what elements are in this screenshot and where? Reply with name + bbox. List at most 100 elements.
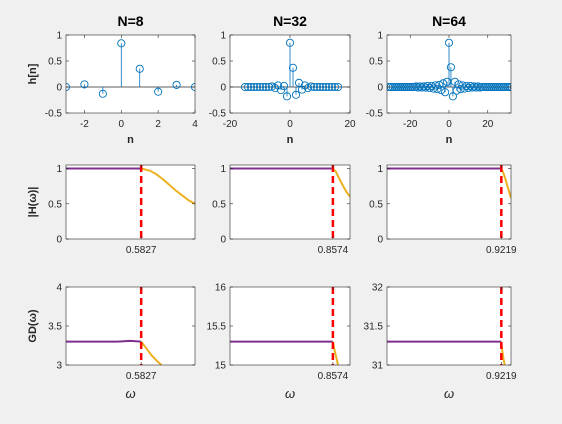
stem-marker bbox=[321, 82, 331, 92]
stem-marker bbox=[279, 81, 289, 91]
subplot-title: N=8 bbox=[117, 13, 143, 29]
plot-area bbox=[387, 38, 511, 101]
plot-area bbox=[387, 165, 511, 239]
stem-marker bbox=[400, 82, 409, 92]
x-tick-label: -2 bbox=[80, 119, 89, 130]
stem-marker bbox=[392, 82, 401, 92]
x-tick-label: 20 bbox=[344, 119, 356, 130]
x-axis-label: n bbox=[446, 134, 453, 146]
stem-marker bbox=[406, 82, 415, 92]
subplot-2-1: 0.5827 0 0.5 1 |H(ω)| bbox=[27, 164, 196, 256]
y-tick-label: 1 bbox=[220, 164, 226, 175]
y-tick-label: 0 bbox=[56, 83, 62, 94]
y-tick-label: 15 bbox=[215, 361, 227, 372]
stem-marker bbox=[444, 38, 454, 47]
stem-marker bbox=[282, 92, 292, 101]
stem-marker bbox=[487, 82, 496, 92]
y-tick-label: 1 bbox=[377, 31, 383, 42]
axes-background bbox=[230, 287, 350, 365]
stem-marker bbox=[240, 82, 250, 92]
stem-marker bbox=[288, 63, 298, 72]
x-tick-label: 0.8574 bbox=[318, 371, 349, 382]
stem-marker bbox=[489, 82, 498, 92]
y-tick-label: 0 bbox=[220, 235, 226, 246]
stem-marker bbox=[466, 81, 475, 91]
stem-marker bbox=[483, 82, 492, 92]
stem-marker bbox=[333, 82, 343, 92]
subplot-3-2: 0.8574 15 15.5 16 ω bbox=[207, 283, 351, 401]
axes-box bbox=[229, 164, 351, 240]
plot-area bbox=[66, 39, 195, 98]
y-tick-label: 3.5 bbox=[48, 322, 62, 333]
y-tick-label: 31.5 bbox=[364, 322, 384, 333]
stem-marker bbox=[454, 80, 463, 89]
stem-marker bbox=[330, 82, 340, 92]
stem-marker bbox=[481, 82, 490, 92]
x-tick-label: 4 bbox=[192, 119, 198, 130]
x-axis-label: n bbox=[127, 134, 134, 146]
y-tick-label: 0 bbox=[377, 83, 383, 94]
x-tick-label: -20 bbox=[223, 119, 238, 130]
x-axis-label: ω bbox=[125, 386, 135, 401]
x-axis-label: n bbox=[287, 134, 294, 146]
stem-marker bbox=[276, 86, 286, 95]
stem-marker bbox=[474, 82, 483, 91]
stem-marker bbox=[315, 82, 325, 92]
subplot-title: N=32 bbox=[273, 13, 307, 29]
stem-marker bbox=[249, 82, 259, 92]
transition-line bbox=[140, 340, 163, 365]
stem-marker bbox=[448, 92, 457, 101]
stem-marker bbox=[285, 38, 295, 47]
plot-area bbox=[230, 287, 339, 365]
x-tick-label: 2 bbox=[155, 119, 161, 130]
y-axis-label: |H(ω)| bbox=[27, 187, 39, 218]
stem-marker bbox=[464, 83, 473, 93]
stem-marker bbox=[297, 85, 307, 94]
y-tick-label: 15.5 bbox=[207, 322, 227, 333]
stem-marker bbox=[258, 82, 268, 92]
stem-marker bbox=[327, 82, 337, 92]
x-tick-label: 0.5827 bbox=[126, 371, 157, 382]
y-tick-label: 1 bbox=[56, 31, 62, 42]
x-axis-label: ω bbox=[285, 386, 295, 401]
stem-marker bbox=[172, 80, 181, 89]
subplot-1-3: -20 0 20 -0.5 0 0.5 1 N=64 n bbox=[366, 13, 512, 146]
passband-line bbox=[66, 339, 142, 343]
y-tick-label: 1 bbox=[56, 164, 62, 175]
x-tick-label: -20 bbox=[403, 119, 418, 130]
y-tick-label: -0.5 bbox=[45, 109, 63, 120]
stem-marker bbox=[497, 82, 506, 92]
transition-line bbox=[500, 168, 511, 199]
stem-marker bbox=[252, 82, 262, 92]
plot-area bbox=[66, 165, 195, 239]
stem-marker bbox=[493, 82, 502, 92]
stem-marker bbox=[477, 82, 486, 92]
stem-marker bbox=[505, 82, 511, 92]
stem-marker bbox=[390, 82, 399, 92]
x-tick-label: 0.9219 bbox=[486, 245, 517, 256]
stem-marker bbox=[396, 82, 405, 92]
x-tick-label: 20 bbox=[482, 119, 494, 130]
subplot-1-1: -2 0 2 4 -0.5 0 0.5 1 N=8 n h[n] bbox=[27, 13, 198, 146]
y-axis-label: h[n] bbox=[27, 63, 39, 84]
x-tick-label: 0 bbox=[287, 119, 293, 130]
stem-marker bbox=[270, 83, 280, 93]
stem-marker bbox=[264, 82, 274, 92]
y-tick-label: 0.5 bbox=[48, 57, 62, 68]
stem-marker bbox=[243, 82, 253, 92]
stem-marker bbox=[398, 82, 407, 92]
stem-marker bbox=[495, 82, 504, 92]
x-axis-label: ω bbox=[444, 386, 454, 401]
axes-box bbox=[65, 164, 196, 240]
stem-marker bbox=[117, 39, 126, 48]
plot-area bbox=[66, 287, 163, 365]
stem-marker bbox=[261, 82, 271, 92]
y-tick-label: 0 bbox=[377, 235, 383, 246]
y-tick-label: 4 bbox=[56, 283, 62, 294]
axes-box bbox=[386, 164, 512, 240]
stem-marker bbox=[98, 89, 107, 98]
subplot-title: N=64 bbox=[432, 13, 466, 29]
stem-marker bbox=[80, 80, 89, 89]
stem-marker bbox=[499, 82, 508, 92]
